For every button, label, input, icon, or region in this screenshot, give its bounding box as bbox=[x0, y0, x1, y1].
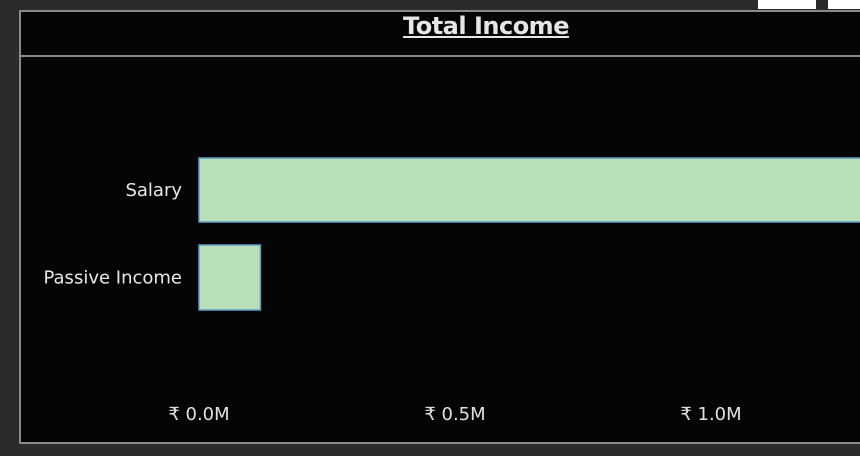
category-labels: Salary Passive Income bbox=[43, 180, 182, 289]
chart-title: Total Income bbox=[403, 12, 569, 40]
chart-title-bar bbox=[19, 10, 860, 57]
bar-salary[interactable] bbox=[198, 157, 860, 223]
toolbar-button[interactable] bbox=[828, 0, 860, 9]
category-label: Passive Income bbox=[43, 268, 182, 289]
chart-panel bbox=[19, 10, 860, 444]
category-label: Salary bbox=[125, 180, 182, 201]
bar-passive-income[interactable] bbox=[198, 244, 262, 311]
x-axis-ticks: ₹ 0.0M ₹ 0.5M ₹ 1.0M bbox=[168, 404, 741, 425]
x-tick-label: ₹ 0.5M bbox=[424, 404, 485, 425]
x-tick-label: ₹ 1.0M bbox=[680, 404, 741, 425]
toolbar-button[interactable] bbox=[758, 0, 816, 9]
bars bbox=[198, 157, 860, 311]
x-tick-label: ₹ 0.0M bbox=[168, 404, 229, 425]
